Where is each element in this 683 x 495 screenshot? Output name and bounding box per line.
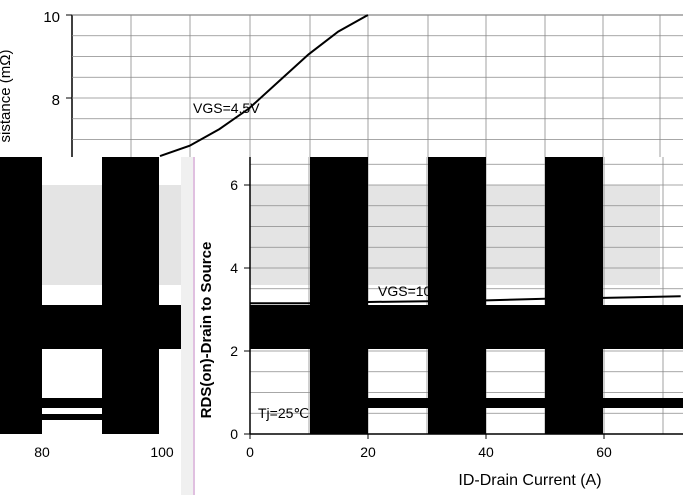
divider-strip — [181, 157, 193, 495]
upper-grid — [66, 14, 683, 157]
lower-y-tick-label: 4 — [230, 260, 238, 276]
upper-chart: sistance (mΩ) 10 8 VGS=4.5V — [0, 9, 683, 158]
lower-x-axis-label: ID-Drain Current (A) — [458, 472, 601, 489]
left-small-bar-2 — [42, 414, 102, 420]
lower-annotation-tj: Tj=25℃ — [258, 405, 309, 421]
lower-x-tick-label: 0 — [246, 444, 254, 460]
lower-small-bar-1 — [368, 398, 428, 408]
lower-chart: 0 2 4 6 0 20 40 60 VGS=10V Tj=25℃ RDS(on)-Drai… — [198, 157, 683, 489]
lower-y-ticks: 0 2 4 6 — [230, 177, 250, 442]
upper-series-line-vgs-4-5v — [159, 14, 369, 158]
lower-y-tick-label: 2 — [230, 343, 238, 359]
lower-x-tick-label: 40 — [478, 444, 494, 460]
lower-small-bar-3 — [603, 398, 683, 408]
lower-y-axis-label: RDS(on)-Drain to Source — [198, 242, 215, 419]
upper-y-tick-8: 8 — [52, 92, 60, 109]
lower-black-column-2 — [428, 157, 486, 434]
left-small-bar-1 — [42, 398, 102, 408]
lower-black-column-1 — [310, 157, 368, 434]
lower-x-tick-label: 60 — [596, 444, 612, 460]
left-gray-strip — [159, 185, 181, 285]
lower-y-tick-label: 0 — [230, 426, 238, 442]
upper-annotation-vgs-4-5v: VGS=4.5V — [193, 100, 260, 116]
lower-x-tick-label: 20 — [360, 444, 376, 460]
lower-small-bar-2 — [486, 398, 545, 408]
lower-left-bars-panel: 80 100 — [0, 157, 181, 460]
lower-black-band — [250, 305, 683, 349]
left-small-gap — [42, 408, 102, 414]
left-black-column-1 — [0, 157, 42, 434]
left-black-column-2 — [102, 157, 159, 434]
left-black-band — [0, 305, 181, 349]
lower-annotation-vgs-10v: VGS=10V — [378, 283, 441, 299]
upper-y-tick-10: 10 — [43, 9, 60, 26]
lower-x-ticks: 0 20 40 60 — [246, 434, 612, 460]
lower-black-column-3 — [545, 157, 603, 434]
lower-series-line-vgs-10v — [250, 295, 681, 305]
lower-y-tick-label: 6 — [230, 177, 238, 193]
lower-black-blocks — [250, 157, 683, 434]
upper-x-tick-80: 80 — [34, 444, 50, 460]
upper-x-tick-100: 100 — [150, 444, 174, 460]
upper-y-axis-label: sistance (mΩ) — [0, 50, 14, 143]
